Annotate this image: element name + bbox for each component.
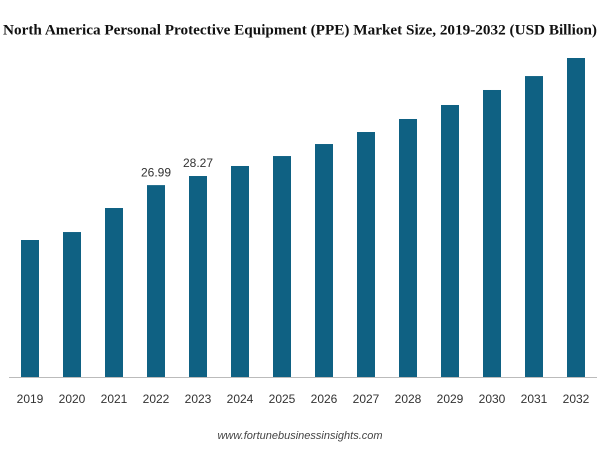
x-tick-label: 2021 <box>101 392 128 406</box>
bar <box>189 176 207 377</box>
x-tick-label: 2019 <box>17 392 44 406</box>
bar <box>231 165 249 377</box>
bar <box>63 232 81 377</box>
x-tick-label: 2028 <box>395 392 422 406</box>
bar <box>567 58 585 377</box>
x-tick-label: 2023 <box>185 392 212 406</box>
bar <box>273 156 291 377</box>
x-tick-label: 2032 <box>563 392 590 406</box>
value-label: 26.99 <box>141 165 171 179</box>
x-tick-label: 2027 <box>353 392 380 406</box>
bar <box>483 89 501 377</box>
bar <box>441 104 459 377</box>
bar <box>525 76 543 377</box>
x-tick-label: 2025 <box>269 392 296 406</box>
chart-title: North America Personal Protective Equipm… <box>3 22 597 38</box>
bar <box>21 240 39 377</box>
bar <box>357 132 375 377</box>
bar <box>399 118 417 377</box>
x-tick-label: 2020 <box>59 392 86 406</box>
x-tick-label: 2029 <box>437 392 464 406</box>
x-tick-label: 2031 <box>521 392 548 406</box>
x-tick-label: 2022 <box>143 392 170 406</box>
x-tick-label: 2030 <box>479 392 506 406</box>
value-label: 28.27 <box>183 156 213 170</box>
x-tick-label: 2024 <box>227 392 254 406</box>
bar <box>105 208 123 377</box>
x-tick-label: 2026 <box>311 392 338 406</box>
source: www.fortunebusinessinsights.com <box>217 430 382 442</box>
bar <box>315 144 333 377</box>
bar <box>147 185 165 377</box>
